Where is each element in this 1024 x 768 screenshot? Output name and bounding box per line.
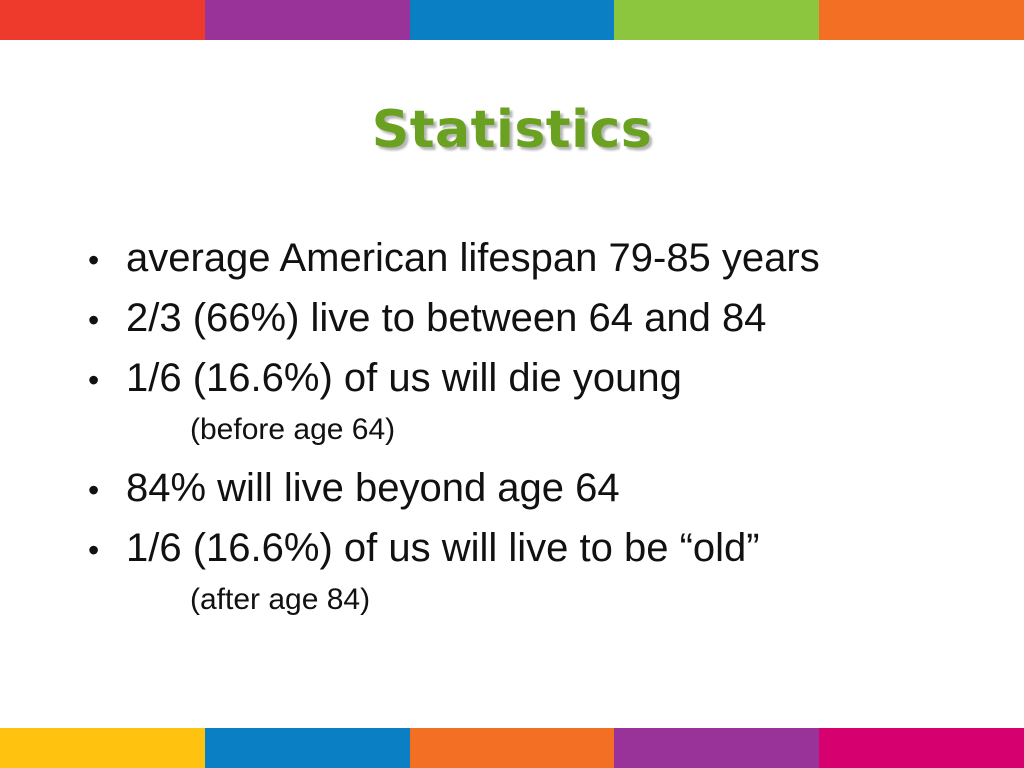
- top-band-segment: [614, 0, 820, 40]
- bullet-text: 84% will live beyond age 64: [126, 466, 620, 510]
- top-band-segment: [0, 0, 205, 40]
- bottom-band-segment: [204, 728, 410, 768]
- top-band-segment: [204, 0, 410, 40]
- bullet-icon: •: [88, 242, 100, 278]
- bullet-icon: •: [88, 532, 100, 568]
- bullet-item: • 84% will live beyond age 64: [88, 462, 988, 514]
- bottom-band-segment: [614, 728, 820, 768]
- bullet-subtext: (after age 84): [190, 583, 371, 616]
- bullet-icon: •: [88, 302, 100, 338]
- bottom-color-band: [0, 728, 1024, 768]
- bottom-band-segment: [409, 728, 615, 768]
- bullet-text: average American lifespan 79-85 years: [126, 236, 820, 280]
- bullet-icon: •: [88, 362, 100, 398]
- bullet-subtext: (before age 64): [190, 413, 396, 446]
- bottom-band-segment: [0, 728, 205, 768]
- bullet-list: • average American lifespan 79-85 years …: [88, 232, 988, 620]
- bullet-text: 1/6 (16.6%) of us will live to be “old”: [126, 526, 760, 570]
- top-band-segment: [819, 0, 1024, 40]
- top-color-band: [0, 0, 1024, 40]
- bullet-item: • 1/6 (16.6%) of us will die young (befo…: [88, 352, 988, 450]
- top-band-segment: [409, 0, 615, 40]
- bottom-band-segment: [819, 728, 1024, 768]
- bullet-item: • 2/3 (66%) live to between 64 and 84: [88, 292, 988, 344]
- bullet-text: 1/6 (16.6%) of us will die young: [126, 356, 682, 400]
- bullet-icon: •: [88, 472, 100, 508]
- bullet-item: • 1/6 (16.6%) of us will live to be “old…: [88, 522, 988, 620]
- bullet-text: 2/3 (66%) live to between 64 and 84: [126, 296, 767, 340]
- slide-title: Statistics: [371, 100, 653, 160]
- bullet-item: • average American lifespan 79-85 years: [88, 232, 988, 284]
